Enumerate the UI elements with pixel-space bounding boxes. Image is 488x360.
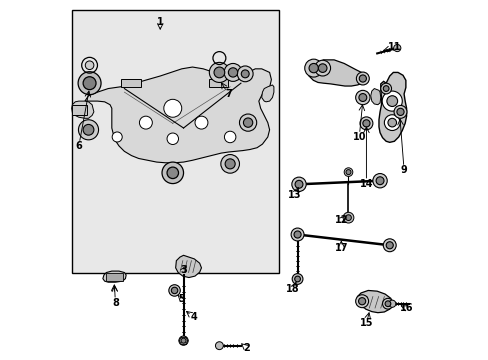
Polygon shape	[370, 89, 380, 105]
Circle shape	[293, 231, 301, 238]
Text: 12: 12	[334, 215, 347, 225]
Circle shape	[139, 116, 152, 129]
Circle shape	[224, 63, 242, 81]
Circle shape	[179, 336, 188, 345]
Text: 9: 9	[400, 165, 407, 175]
Circle shape	[359, 75, 366, 82]
Circle shape	[239, 114, 256, 131]
Text: 16: 16	[399, 303, 412, 314]
Polygon shape	[85, 67, 271, 163]
Circle shape	[386, 96, 397, 107]
Circle shape	[228, 68, 237, 77]
Circle shape	[384, 115, 399, 131]
Circle shape	[393, 105, 406, 118]
Circle shape	[78, 72, 101, 95]
Circle shape	[243, 118, 252, 127]
Text: 15: 15	[359, 319, 372, 328]
Circle shape	[355, 295, 368, 308]
Circle shape	[237, 66, 253, 82]
Bar	[72, 10, 278, 273]
Circle shape	[384, 301, 390, 307]
Bar	[121, 78, 140, 87]
Circle shape	[346, 170, 350, 175]
Circle shape	[362, 120, 369, 127]
Text: 18: 18	[285, 284, 299, 294]
Circle shape	[358, 94, 366, 102]
Circle shape	[386, 242, 392, 249]
Circle shape	[78, 120, 99, 140]
Circle shape	[209, 62, 229, 82]
Circle shape	[215, 342, 223, 350]
Circle shape	[167, 167, 178, 179]
Circle shape	[375, 177, 383, 185]
Polygon shape	[102, 271, 126, 282]
Circle shape	[318, 64, 326, 72]
Polygon shape	[357, 291, 391, 313]
Bar	[72, 105, 86, 116]
Circle shape	[356, 72, 368, 85]
Circle shape	[83, 125, 94, 135]
Bar	[208, 78, 228, 87]
Circle shape	[224, 131, 235, 143]
Circle shape	[171, 287, 178, 294]
Circle shape	[343, 212, 353, 223]
Circle shape	[167, 133, 178, 144]
Circle shape	[241, 70, 249, 78]
Circle shape	[388, 300, 395, 307]
Circle shape	[308, 63, 318, 73]
Circle shape	[314, 60, 330, 76]
Circle shape	[221, 154, 239, 173]
Circle shape	[383, 239, 395, 252]
Circle shape	[358, 298, 365, 305]
Circle shape	[85, 61, 94, 69]
Text: 17: 17	[334, 243, 347, 253]
Polygon shape	[261, 85, 273, 102]
Text: 11: 11	[387, 42, 401, 52]
Circle shape	[387, 118, 396, 127]
Circle shape	[396, 108, 403, 116]
Text: 7: 7	[224, 89, 231, 99]
Text: 8: 8	[112, 298, 119, 308]
Circle shape	[380, 83, 391, 94]
Text: 1: 1	[157, 17, 163, 27]
Circle shape	[393, 44, 400, 51]
Circle shape	[224, 159, 235, 169]
Circle shape	[304, 59, 322, 77]
Polygon shape	[378, 72, 406, 142]
Polygon shape	[308, 60, 366, 86]
Circle shape	[168, 285, 180, 296]
Circle shape	[382, 91, 402, 111]
Circle shape	[355, 90, 369, 105]
Text: 13: 13	[287, 190, 301, 200]
Text: 4: 4	[190, 312, 197, 322]
Circle shape	[372, 174, 386, 188]
Circle shape	[292, 274, 303, 284]
Circle shape	[163, 99, 182, 117]
Circle shape	[214, 67, 224, 78]
Text: 10: 10	[352, 132, 365, 142]
Text: 3: 3	[180, 265, 186, 275]
Text: 6: 6	[75, 141, 82, 151]
Text: 5: 5	[178, 294, 185, 304]
Circle shape	[382, 298, 392, 309]
Circle shape	[291, 177, 305, 192]
Circle shape	[294, 276, 300, 282]
Polygon shape	[72, 101, 94, 118]
Circle shape	[162, 162, 183, 184]
Circle shape	[112, 132, 122, 142]
Text: 14: 14	[359, 179, 372, 189]
Circle shape	[195, 116, 207, 129]
Circle shape	[294, 180, 303, 188]
Circle shape	[290, 228, 304, 241]
Circle shape	[344, 168, 352, 176]
Circle shape	[83, 77, 96, 90]
Circle shape	[383, 86, 388, 91]
Circle shape	[359, 117, 372, 130]
Circle shape	[181, 338, 185, 343]
Bar	[106, 273, 122, 281]
Text: 2: 2	[243, 343, 249, 353]
Polygon shape	[175, 255, 201, 278]
Circle shape	[345, 215, 351, 221]
